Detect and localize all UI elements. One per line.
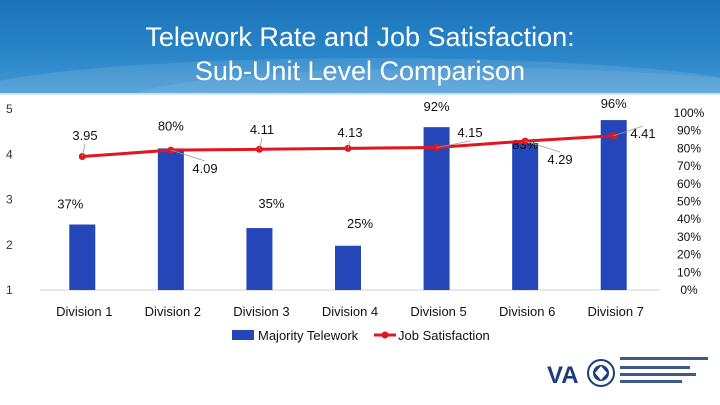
data-label-leader-line: [525, 140, 561, 153]
bar-data-label: 92%: [424, 99, 450, 114]
bar-data-label: 80%: [158, 118, 184, 133]
y-left-tick-label: 4: [6, 147, 13, 161]
data-label-leader-line: [436, 140, 471, 148]
y-left-tick-label: 2: [6, 238, 13, 252]
legend-label-majority-telework: Majority Telework: [258, 328, 359, 343]
line-data-label: 4.15: [457, 125, 482, 140]
y-right-tick-label: 20%: [677, 248, 701, 262]
bar-majority-telework: [600, 120, 627, 290]
y-right-tick-label: 40%: [677, 212, 701, 226]
y-left-tick-label: 3: [6, 193, 13, 207]
y-right-tick-label: 30%: [677, 230, 701, 244]
bar-majority-telework: [512, 143, 539, 290]
y-right-tick-label: 10%: [677, 265, 701, 279]
y-right-tick-label: 90%: [677, 124, 701, 138]
chart-title-line-2: Sub-Unit Level Comparison: [194, 56, 526, 86]
data-label-leader-line: [347, 140, 351, 149]
bar-data-label: 35%: [258, 196, 284, 211]
bar-data-label: 37%: [57, 197, 83, 212]
y-left-tick-label: 5: [6, 102, 13, 116]
x-tick-label: Division 4: [322, 304, 378, 319]
line-data-label: 4.13: [337, 125, 362, 140]
banner-divider: [0, 93, 720, 95]
x-tick-label: Division 5: [410, 304, 466, 319]
y-right-tick-label: 0%: [680, 283, 698, 297]
line-data-label: 3.95: [72, 128, 97, 143]
data-label-leader-line: [259, 137, 263, 150]
y-left-tick-label: 1: [6, 283, 13, 297]
y-right-tick-label: 50%: [677, 195, 701, 209]
bar-majority-telework: [246, 228, 273, 290]
x-tick-label: Division 7: [588, 304, 644, 319]
y-right-tick-label: 100%: [674, 106, 705, 120]
va-wordmark: VA: [547, 362, 579, 389]
va-department-text-lines: [620, 357, 710, 387]
data-label-leader-line: [170, 149, 206, 162]
x-tick-label: Division 2: [145, 304, 201, 319]
legend-swatch-majority-telework: [232, 330, 254, 340]
bar-majority-telework: [335, 245, 361, 290]
title-banner: Telework Rate and Job Satisfaction: Sub-…: [0, 0, 720, 95]
bar-majority-telework: [423, 127, 450, 290]
chart-title-line-1: Telework Rate and Job Satisfaction:: [145, 22, 575, 52]
bar-data-label: 25%: [347, 216, 373, 231]
x-tick-label: Division 3: [233, 304, 289, 319]
line-data-label: 4.29: [547, 152, 572, 167]
va-logo: VA: [545, 355, 615, 400]
x-tick-label: Division 1: [56, 304, 112, 319]
legend-label-job-satisfaction: Job Satisfaction: [398, 328, 490, 343]
y-right-tick-label: 60%: [677, 177, 701, 191]
data-label-leader-line: [613, 125, 644, 137]
legend-marker-job-satisfaction: [381, 331, 389, 339]
data-label-leader-line: [81, 143, 86, 157]
bar-majority-telework: [69, 224, 96, 290]
x-tick-label: Division 6: [499, 304, 555, 319]
va-seal-icon: VA: [547, 359, 615, 389]
line-data-label: 4.09: [192, 161, 217, 176]
y-right-tick-label: 70%: [677, 159, 701, 173]
line-data-label: 4.41: [630, 126, 655, 141]
bar-data-label: 96%: [601, 96, 627, 111]
line-data-label: 4.11: [250, 122, 274, 137]
bar-majority-telework: [157, 148, 184, 290]
y-right-tick-label: 80%: [677, 141, 701, 155]
